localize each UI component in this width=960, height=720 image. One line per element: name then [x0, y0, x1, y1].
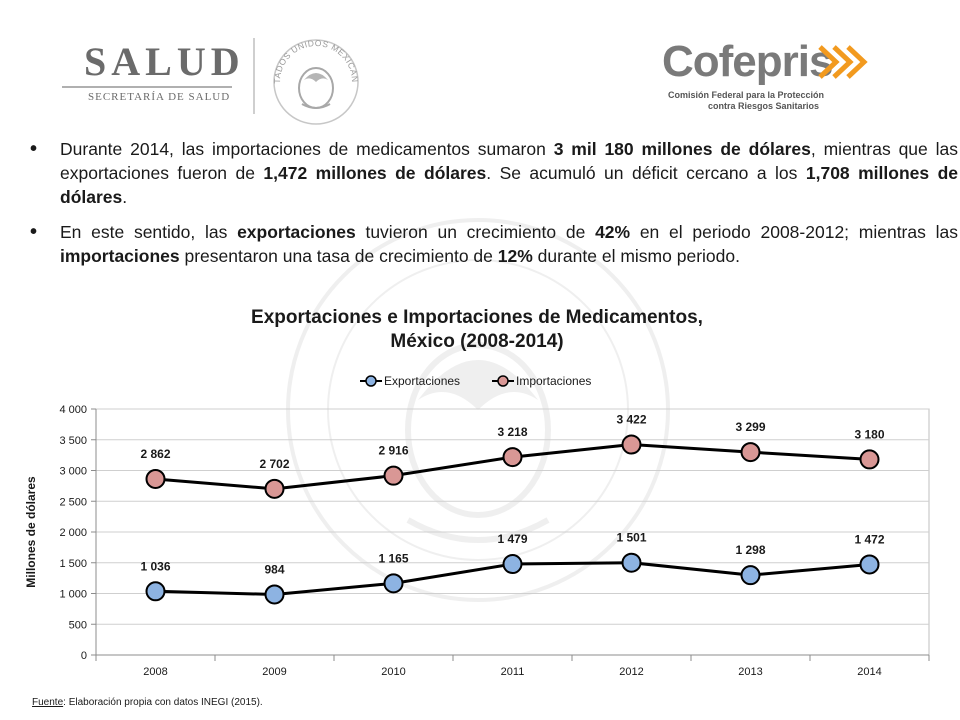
seal-watermark-icon	[286, 218, 670, 602]
salud-logo-subtitle: SECRETARÍA DE SALUD	[88, 91, 231, 103]
data-label: 984	[264, 562, 284, 576]
mexico-seal-icon: ESTADOS UNIDOS MEXICANOS	[268, 30, 360, 125]
data-point	[859, 449, 880, 470]
x-tick-label: 2008	[143, 666, 167, 678]
data-label: 2 702	[259, 457, 289, 471]
y-tick-label: 2 000	[59, 527, 87, 539]
data-label: 1 479	[497, 532, 527, 546]
bullet-list: • Durante 2014, las importaciones de med…	[28, 137, 958, 279]
salud-logo-word: SALUD	[84, 39, 245, 84]
data-point	[383, 573, 404, 594]
x-tick-label: 2010	[381, 666, 405, 678]
data-point	[740, 442, 761, 463]
data-point	[145, 581, 166, 602]
data-label: 2 916	[378, 444, 408, 458]
cofepris-subtitle-line2: contra Riesgos Sanitarios	[708, 101, 820, 111]
data-label: 1 036	[140, 559, 170, 573]
cofepris-subtitle-line1: Comisión Federal para la Protección	[668, 90, 825, 100]
source-text: : Elaboración propia con datos INEGI (20…	[63, 697, 263, 708]
y-tick-label: 3 500	[59, 435, 87, 447]
y-tick-label: 2 500	[59, 496, 87, 508]
bullet-item: • Durante 2014, las importaciones de med…	[28, 137, 958, 209]
data-point	[859, 554, 880, 575]
legend-label: Exportaciones	[384, 374, 460, 388]
data-point	[264, 584, 285, 605]
data-point	[621, 552, 642, 573]
legend-label: Importaciones	[516, 374, 591, 388]
x-tick-label: 2012	[619, 666, 643, 678]
data-label: 3 299	[735, 420, 765, 434]
bullet-marker: •	[30, 138, 38, 160]
data-point	[740, 565, 761, 586]
bullet-text: Durante 2014, las importaciones de medic…	[60, 139, 958, 207]
y-tick-label: 3 000	[59, 466, 87, 478]
data-point	[502, 447, 523, 468]
y-tick-label: 4 000	[59, 404, 87, 416]
bullet-text: En este sentido, las exportaciones tuvie…	[60, 222, 958, 266]
bullet-item: • En este sentido, las exportaciones tuv…	[28, 220, 958, 268]
data-label: 2 862	[140, 447, 170, 461]
data-point	[621, 434, 642, 455]
cofepris-arrows-icon	[818, 45, 868, 79]
data-label: 1 472	[854, 532, 884, 546]
cofepris-logo-subtitle: Comisión Federal para la Protección cont…	[668, 90, 824, 112]
y-tick-label: 500	[69, 619, 87, 631]
salud-logo-rule	[62, 86, 232, 88]
legend-marker	[497, 375, 509, 387]
source-label: Fuente	[32, 697, 64, 708]
chart-title: Exportaciones e Importaciones de Medicam…	[182, 306, 772, 354]
chart-title-line1: Exportaciones e Importaciones de Medicam…	[251, 307, 703, 328]
y-tick-label: 1 500	[59, 558, 87, 570]
legend-marker	[365, 375, 377, 387]
data-label: 3 180	[854, 427, 884, 441]
bullet-marker: •	[30, 221, 38, 243]
cofepris-logo-word: Cofepris	[662, 37, 833, 86]
data-label: 1 165	[378, 551, 408, 565]
source-note: Fuente: Elaboración propia con datos INE…	[32, 697, 263, 708]
x-tick-label: 2014	[857, 666, 881, 678]
y-axis-label: Millones de dólares	[24, 476, 38, 588]
data-label: 1 298	[735, 543, 765, 557]
x-tick-label: 2009	[262, 666, 286, 678]
cofepris-logo: Cofepris Comisión Federal para la Protec…	[662, 38, 872, 128]
y-tick-label: 0	[81, 650, 87, 662]
x-tick-label: 2011	[501, 666, 525, 678]
data-point	[264, 478, 285, 499]
data-label: 1 501	[616, 531, 646, 545]
header-divider	[253, 38, 255, 114]
line-chart: 0 500 1 000 1 500 2 000 2 500 3 000 3 500 4 000 2…	[24, 374, 930, 678]
data-label: 3 218	[497, 425, 527, 439]
x-tick-label: 2013	[738, 666, 762, 678]
data-point	[383, 465, 404, 486]
data-point	[502, 554, 523, 575]
y-tick-label: 1 000	[59, 589, 87, 601]
salud-logo: SALUD SECRETARÍA DE SALUD	[62, 39, 245, 103]
data-point	[145, 468, 166, 489]
data-label: 3 422	[616, 413, 646, 427]
chart-title-line2: México (2008-2014)	[390, 331, 564, 352]
